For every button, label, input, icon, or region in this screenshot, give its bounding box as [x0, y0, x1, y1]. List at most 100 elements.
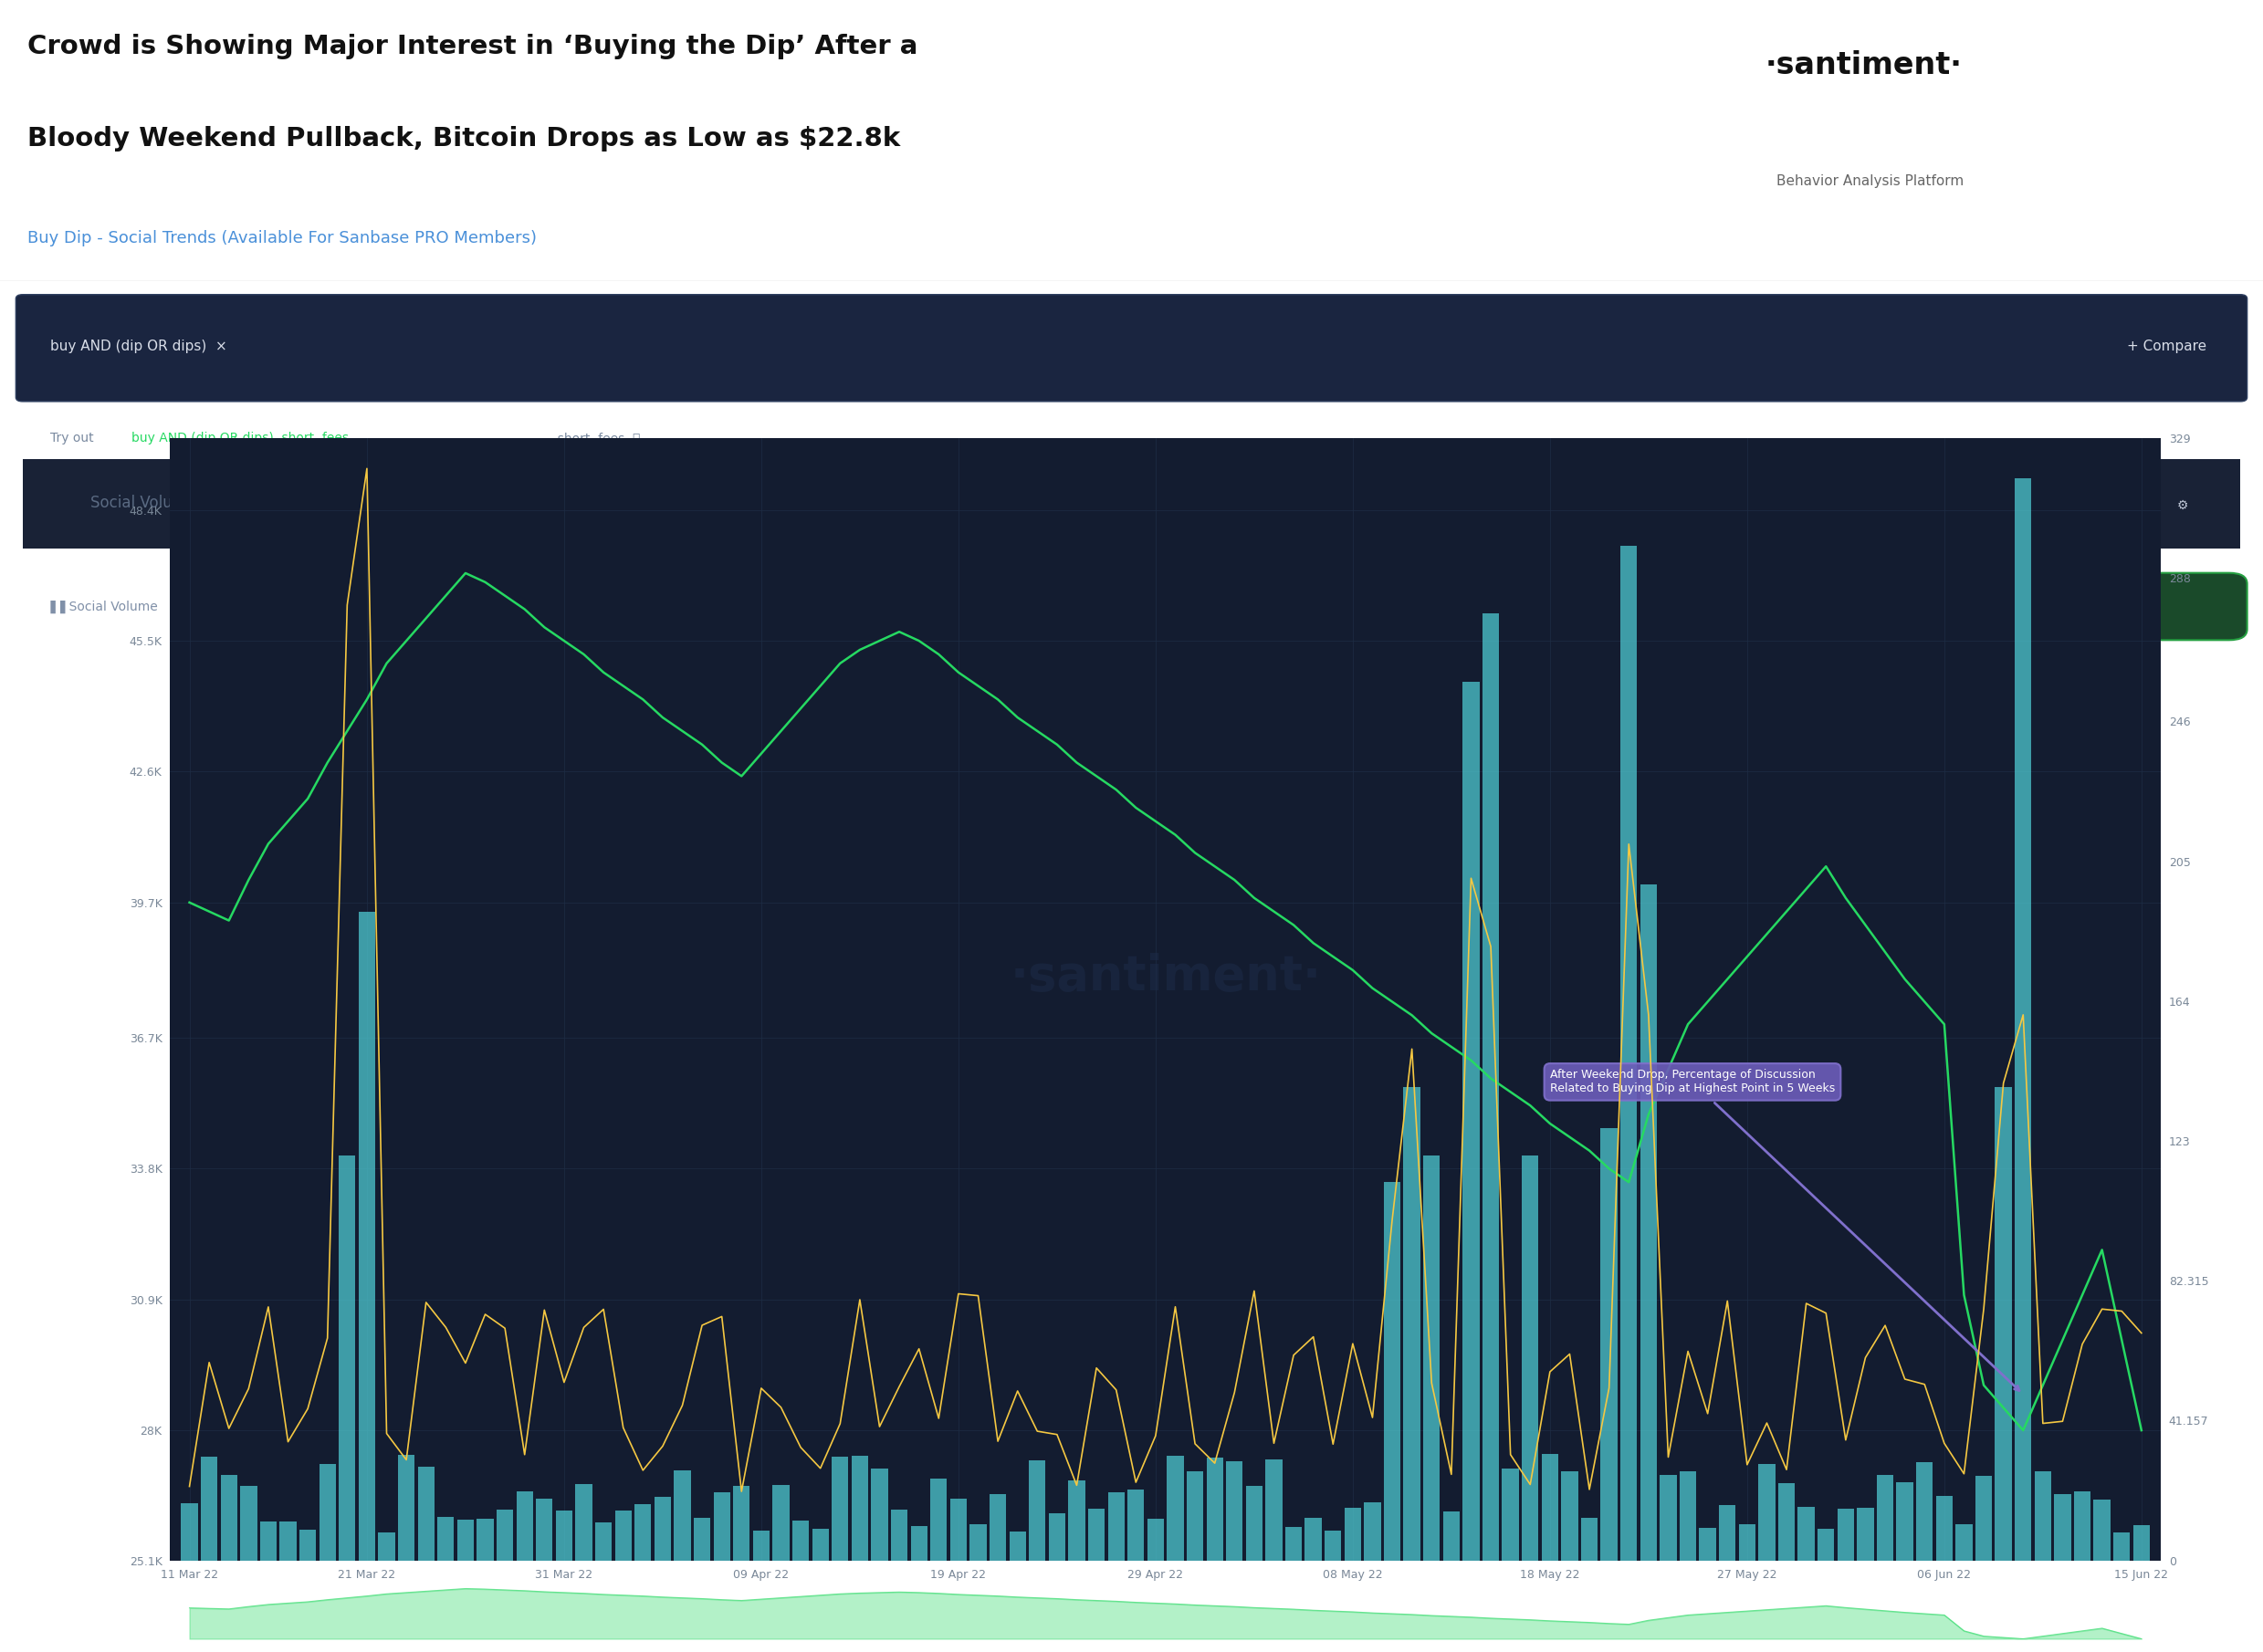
- Text: ▐▐ Social Volume: ▐▐ Social Volume: [45, 601, 158, 613]
- Bar: [851, 1455, 869, 1561]
- Bar: [2014, 479, 2032, 1561]
- Bar: [2093, 1500, 2111, 1561]
- Bar: [1700, 1528, 1715, 1561]
- Text: After Weekend Drop, Percentage of Discussion
Related to Buying Dip at Highest Po: After Weekend Drop, Percentage of Discus…: [1550, 1069, 2019, 1391]
- Bar: [1127, 1490, 1145, 1561]
- Bar: [1247, 1485, 1263, 1561]
- Bar: [1720, 1505, 1736, 1561]
- Bar: [971, 1525, 987, 1561]
- Bar: [833, 1457, 849, 1561]
- Bar: [1659, 1475, 1677, 1561]
- Bar: [1955, 1525, 1973, 1561]
- FancyBboxPatch shape: [1860, 573, 2247, 639]
- Bar: [1423, 1155, 1439, 1561]
- Bar: [1030, 1460, 1046, 1561]
- FancyBboxPatch shape: [941, 474, 1389, 537]
- Text: Bloody Weekend Pullback, Bitcoin Drops as Low as $22.8k: Bloody Weekend Pullback, Bitcoin Drops a…: [27, 126, 901, 152]
- Text: Social Dominance: Social Dominance: [593, 601, 706, 613]
- Bar: [1561, 1472, 1577, 1561]
- Bar: [1976, 1477, 1991, 1561]
- Bar: [1227, 1462, 1242, 1561]
- Bar: [437, 1517, 455, 1561]
- Text: ·santiment·: ·santiment·: [1765, 51, 1962, 81]
- Bar: [339, 1155, 355, 1561]
- Text: BTC / USD: BTC / USD: [1437, 501, 1496, 512]
- Bar: [772, 1485, 790, 1561]
- Bar: [2055, 1493, 2071, 1561]
- Bar: [1206, 1457, 1222, 1561]
- Bar: [1344, 1508, 1360, 1561]
- Text: BTC / USD: BTC / USD: [362, 601, 425, 613]
- FancyBboxPatch shape: [16, 294, 2247, 401]
- Bar: [1838, 1508, 1853, 1561]
- Bar: [1620, 547, 1636, 1561]
- Bar: [1876, 1475, 1894, 1561]
- Bar: [398, 1455, 414, 1561]
- Bar: [1168, 1455, 1184, 1561]
- Text: ⛓  Copy link: ⛓ Copy link: [1960, 501, 2028, 512]
- Bar: [1306, 1518, 1322, 1561]
- Text: buy AND (dip OR dips), short, fees: buy AND (dip OR dips), short, fees: [131, 433, 349, 444]
- Text: ·santiment·: ·santiment·: [1009, 953, 1322, 1001]
- Text: ●  Social Dominance: ● Social Dominance: [1987, 601, 2120, 613]
- Bar: [1996, 1087, 2012, 1561]
- Bar: [595, 1523, 611, 1561]
- Bar: [2134, 1525, 2150, 1561]
- Bar: [1779, 1483, 1795, 1561]
- Bar: [1048, 1513, 1066, 1561]
- Bar: [575, 1485, 593, 1561]
- Bar: [1896, 1482, 1912, 1561]
- Bar: [181, 1503, 197, 1561]
- Bar: [1265, 1459, 1283, 1561]
- FancyBboxPatch shape: [23, 459, 2240, 548]
- Text: 12/03/22 - 12/06/22  ▾: 12/03/22 - 12/06/22 ▾: [1102, 501, 1229, 512]
- Bar: [1738, 1525, 1756, 1561]
- Bar: [536, 1498, 552, 1561]
- Text: Social Volume: Social Volume: [91, 494, 197, 510]
- Bar: [1541, 1454, 1559, 1561]
- Text: ⚙: ⚙: [2177, 499, 2188, 512]
- Text: ⇄  Share: ⇄ Share: [1731, 501, 1781, 512]
- Bar: [654, 1497, 672, 1561]
- Bar: [1758, 1464, 1774, 1561]
- Text: buy AND (dip OR dips)  ×: buy AND (dip OR dips) ×: [50, 340, 226, 354]
- Bar: [1403, 1087, 1421, 1561]
- Text: , short, fees  ⓘ: , short, fees ⓘ: [550, 433, 640, 444]
- Bar: [871, 1469, 887, 1561]
- Bar: [2034, 1472, 2050, 1561]
- Text: Try out: Try out: [50, 433, 97, 444]
- Bar: [754, 1530, 769, 1561]
- Bar: [378, 1533, 396, 1561]
- Bar: [674, 1470, 690, 1561]
- Bar: [1383, 1183, 1401, 1561]
- Bar: [1521, 1155, 1539, 1561]
- Text: Behavior Analysis Platform: Behavior Analysis Platform: [1776, 173, 1964, 188]
- Bar: [1068, 1480, 1084, 1561]
- Text: Buy Dip - Social Trends (Available For Sanbase PRO Members): Buy Dip - Social Trends (Available For S…: [27, 230, 536, 246]
- Bar: [496, 1510, 514, 1561]
- Bar: [792, 1520, 810, 1561]
- Bar: [634, 1505, 652, 1561]
- Bar: [299, 1530, 317, 1561]
- Bar: [1600, 1128, 1618, 1561]
- Bar: [1365, 1503, 1380, 1561]
- Bar: [1582, 1518, 1598, 1561]
- Bar: [812, 1528, 828, 1561]
- Bar: [910, 1526, 928, 1561]
- Bar: [1444, 1512, 1460, 1561]
- Bar: [1641, 884, 1657, 1561]
- Bar: [260, 1521, 276, 1561]
- Bar: [1186, 1472, 1204, 1561]
- Bar: [281, 1521, 296, 1561]
- Bar: [1009, 1531, 1025, 1561]
- Bar: [1935, 1495, 1953, 1561]
- Bar: [557, 1510, 573, 1561]
- Bar: [892, 1510, 907, 1561]
- Bar: [1089, 1508, 1104, 1561]
- Bar: [2073, 1492, 2091, 1561]
- Bar: [457, 1520, 473, 1561]
- Bar: [1679, 1472, 1697, 1561]
- Text: Crowd is Showing Major Interest in ‘Buying the Dip’ After a: Crowd is Showing Major Interest in ‘Buyi…: [27, 33, 917, 59]
- Bar: [319, 1464, 335, 1561]
- Bar: [695, 1518, 711, 1561]
